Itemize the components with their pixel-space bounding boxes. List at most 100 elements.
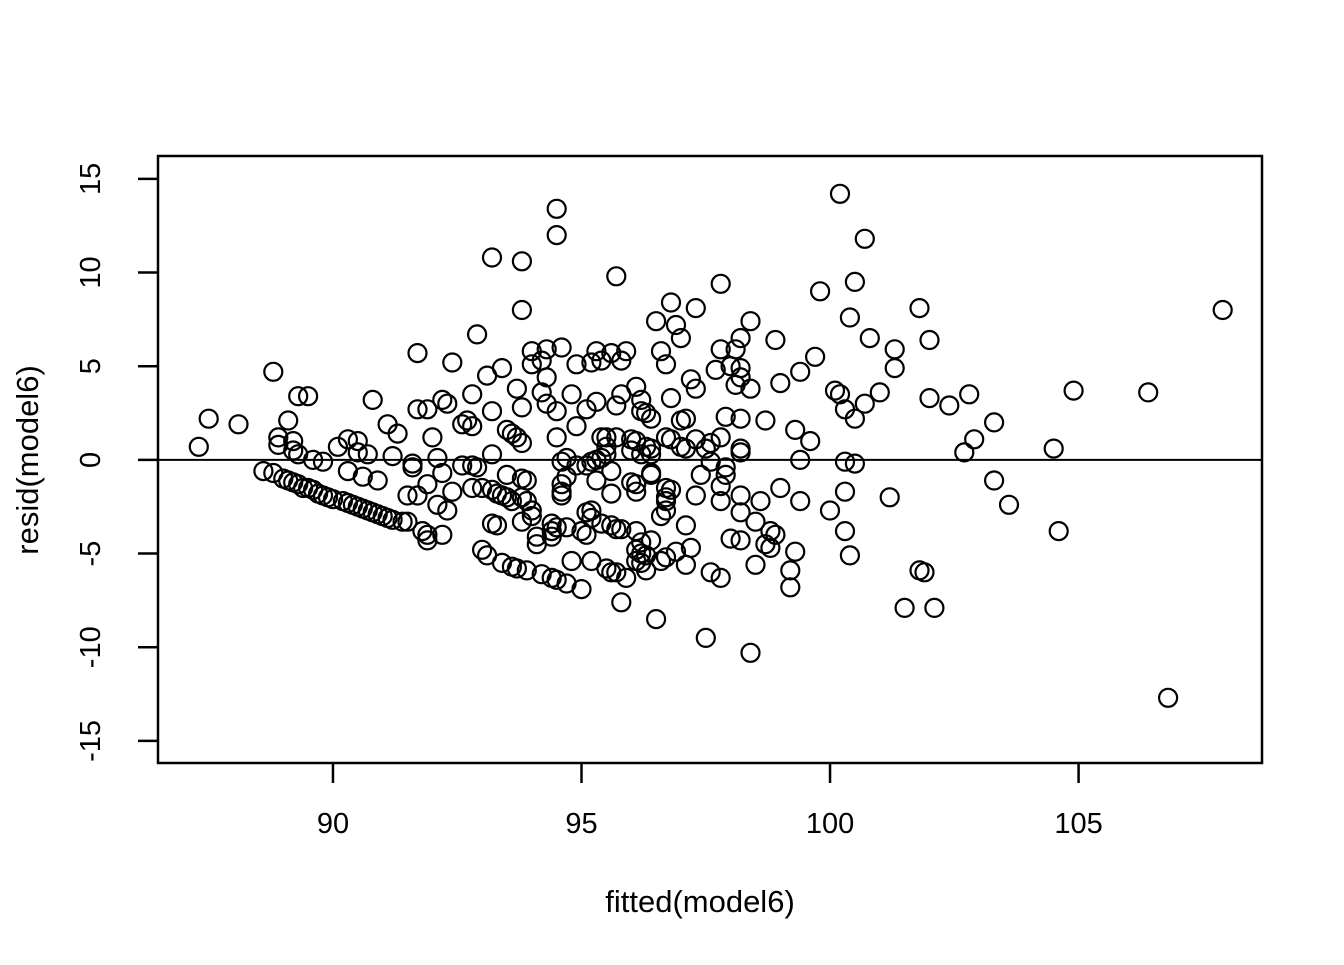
data-point xyxy=(188,436,209,457)
data-point xyxy=(665,541,687,562)
data-point xyxy=(710,491,731,512)
data-point xyxy=(839,307,861,328)
data-point xyxy=(417,474,438,495)
data-point xyxy=(546,198,567,219)
data-point xyxy=(685,298,706,319)
data-point xyxy=(551,474,572,495)
data-point xyxy=(800,431,821,452)
data-point xyxy=(740,378,761,399)
data-point xyxy=(611,384,632,405)
data-point xyxy=(501,423,522,444)
data-point xyxy=(675,438,697,459)
data-point xyxy=(765,329,786,351)
data-point xyxy=(690,464,711,485)
data-point xyxy=(427,447,448,469)
data-point xyxy=(337,429,358,450)
data-point xyxy=(357,444,378,465)
data-point xyxy=(457,410,478,431)
data-point xyxy=(511,299,533,321)
data-points xyxy=(188,183,1233,708)
data-point xyxy=(556,517,577,538)
data-point xyxy=(675,554,697,575)
data-point xyxy=(536,339,557,360)
data-point xyxy=(402,457,423,478)
x-axis-ticks xyxy=(331,763,1080,783)
data-point xyxy=(685,485,706,506)
data-point xyxy=(546,225,567,246)
data-point xyxy=(397,511,418,532)
data-point xyxy=(516,560,537,581)
data-point xyxy=(432,462,453,484)
data-point xyxy=(198,408,219,429)
data-point xyxy=(959,384,980,405)
data-point xyxy=(740,311,761,332)
data-point xyxy=(640,438,662,459)
data-point xyxy=(730,328,751,349)
data-point xyxy=(283,440,304,461)
data-point xyxy=(640,464,662,485)
data-point xyxy=(621,440,642,461)
data-point xyxy=(467,324,488,345)
data-point xyxy=(442,352,463,373)
data-point xyxy=(645,311,667,332)
data-point xyxy=(496,487,517,508)
data-point xyxy=(844,271,866,292)
data-point xyxy=(919,329,940,351)
data-point xyxy=(650,341,672,362)
data-point xyxy=(452,455,473,476)
data-point xyxy=(407,485,428,506)
data-point xyxy=(586,470,607,491)
data-point xyxy=(581,352,602,373)
data-point xyxy=(407,399,428,420)
data-point xyxy=(283,431,304,452)
data-point xyxy=(715,406,736,427)
data-point xyxy=(467,457,488,478)
data-point xyxy=(561,550,582,572)
data-point xyxy=(829,183,851,204)
data-point xyxy=(844,408,866,429)
y-axis-tick-labels: -15 -10 -5 0 5 10 15 xyxy=(75,163,107,762)
data-point xyxy=(496,464,517,485)
data-point xyxy=(631,444,652,465)
data-point xyxy=(576,399,597,420)
data-point xyxy=(879,487,900,508)
data-point xyxy=(829,384,851,405)
data-point xyxy=(551,451,572,472)
data-point xyxy=(859,328,880,349)
data-point xyxy=(397,485,418,506)
data-point xyxy=(477,365,498,386)
data-point xyxy=(715,464,736,485)
data-point xyxy=(412,520,433,542)
data-point xyxy=(591,350,612,371)
data-point xyxy=(228,414,249,435)
data-point xyxy=(506,427,528,448)
data-point xyxy=(745,511,766,532)
data-point xyxy=(834,481,856,502)
data-point xyxy=(680,369,702,390)
data-point xyxy=(546,427,567,448)
data-point xyxy=(640,530,662,551)
data-point xyxy=(626,474,647,495)
data-point xyxy=(352,466,373,487)
data-point xyxy=(750,491,771,512)
data-point xyxy=(1043,438,1064,459)
data-point xyxy=(536,367,557,388)
data-point xyxy=(606,519,627,540)
data-point xyxy=(581,451,602,472)
data-point xyxy=(462,477,483,499)
data-point xyxy=(437,393,458,414)
data-point xyxy=(606,266,627,287)
data-point xyxy=(854,393,875,414)
data-point xyxy=(695,438,716,459)
data-point xyxy=(511,251,533,272)
data-point xyxy=(541,513,562,534)
data-point xyxy=(327,436,348,457)
data-point xyxy=(660,292,682,313)
data-point xyxy=(839,545,861,566)
data-point xyxy=(884,339,905,360)
data-point xyxy=(730,442,751,463)
data-point xyxy=(506,378,528,399)
data-point xyxy=(760,520,781,542)
data-point xyxy=(611,350,632,371)
data-point xyxy=(392,511,413,532)
